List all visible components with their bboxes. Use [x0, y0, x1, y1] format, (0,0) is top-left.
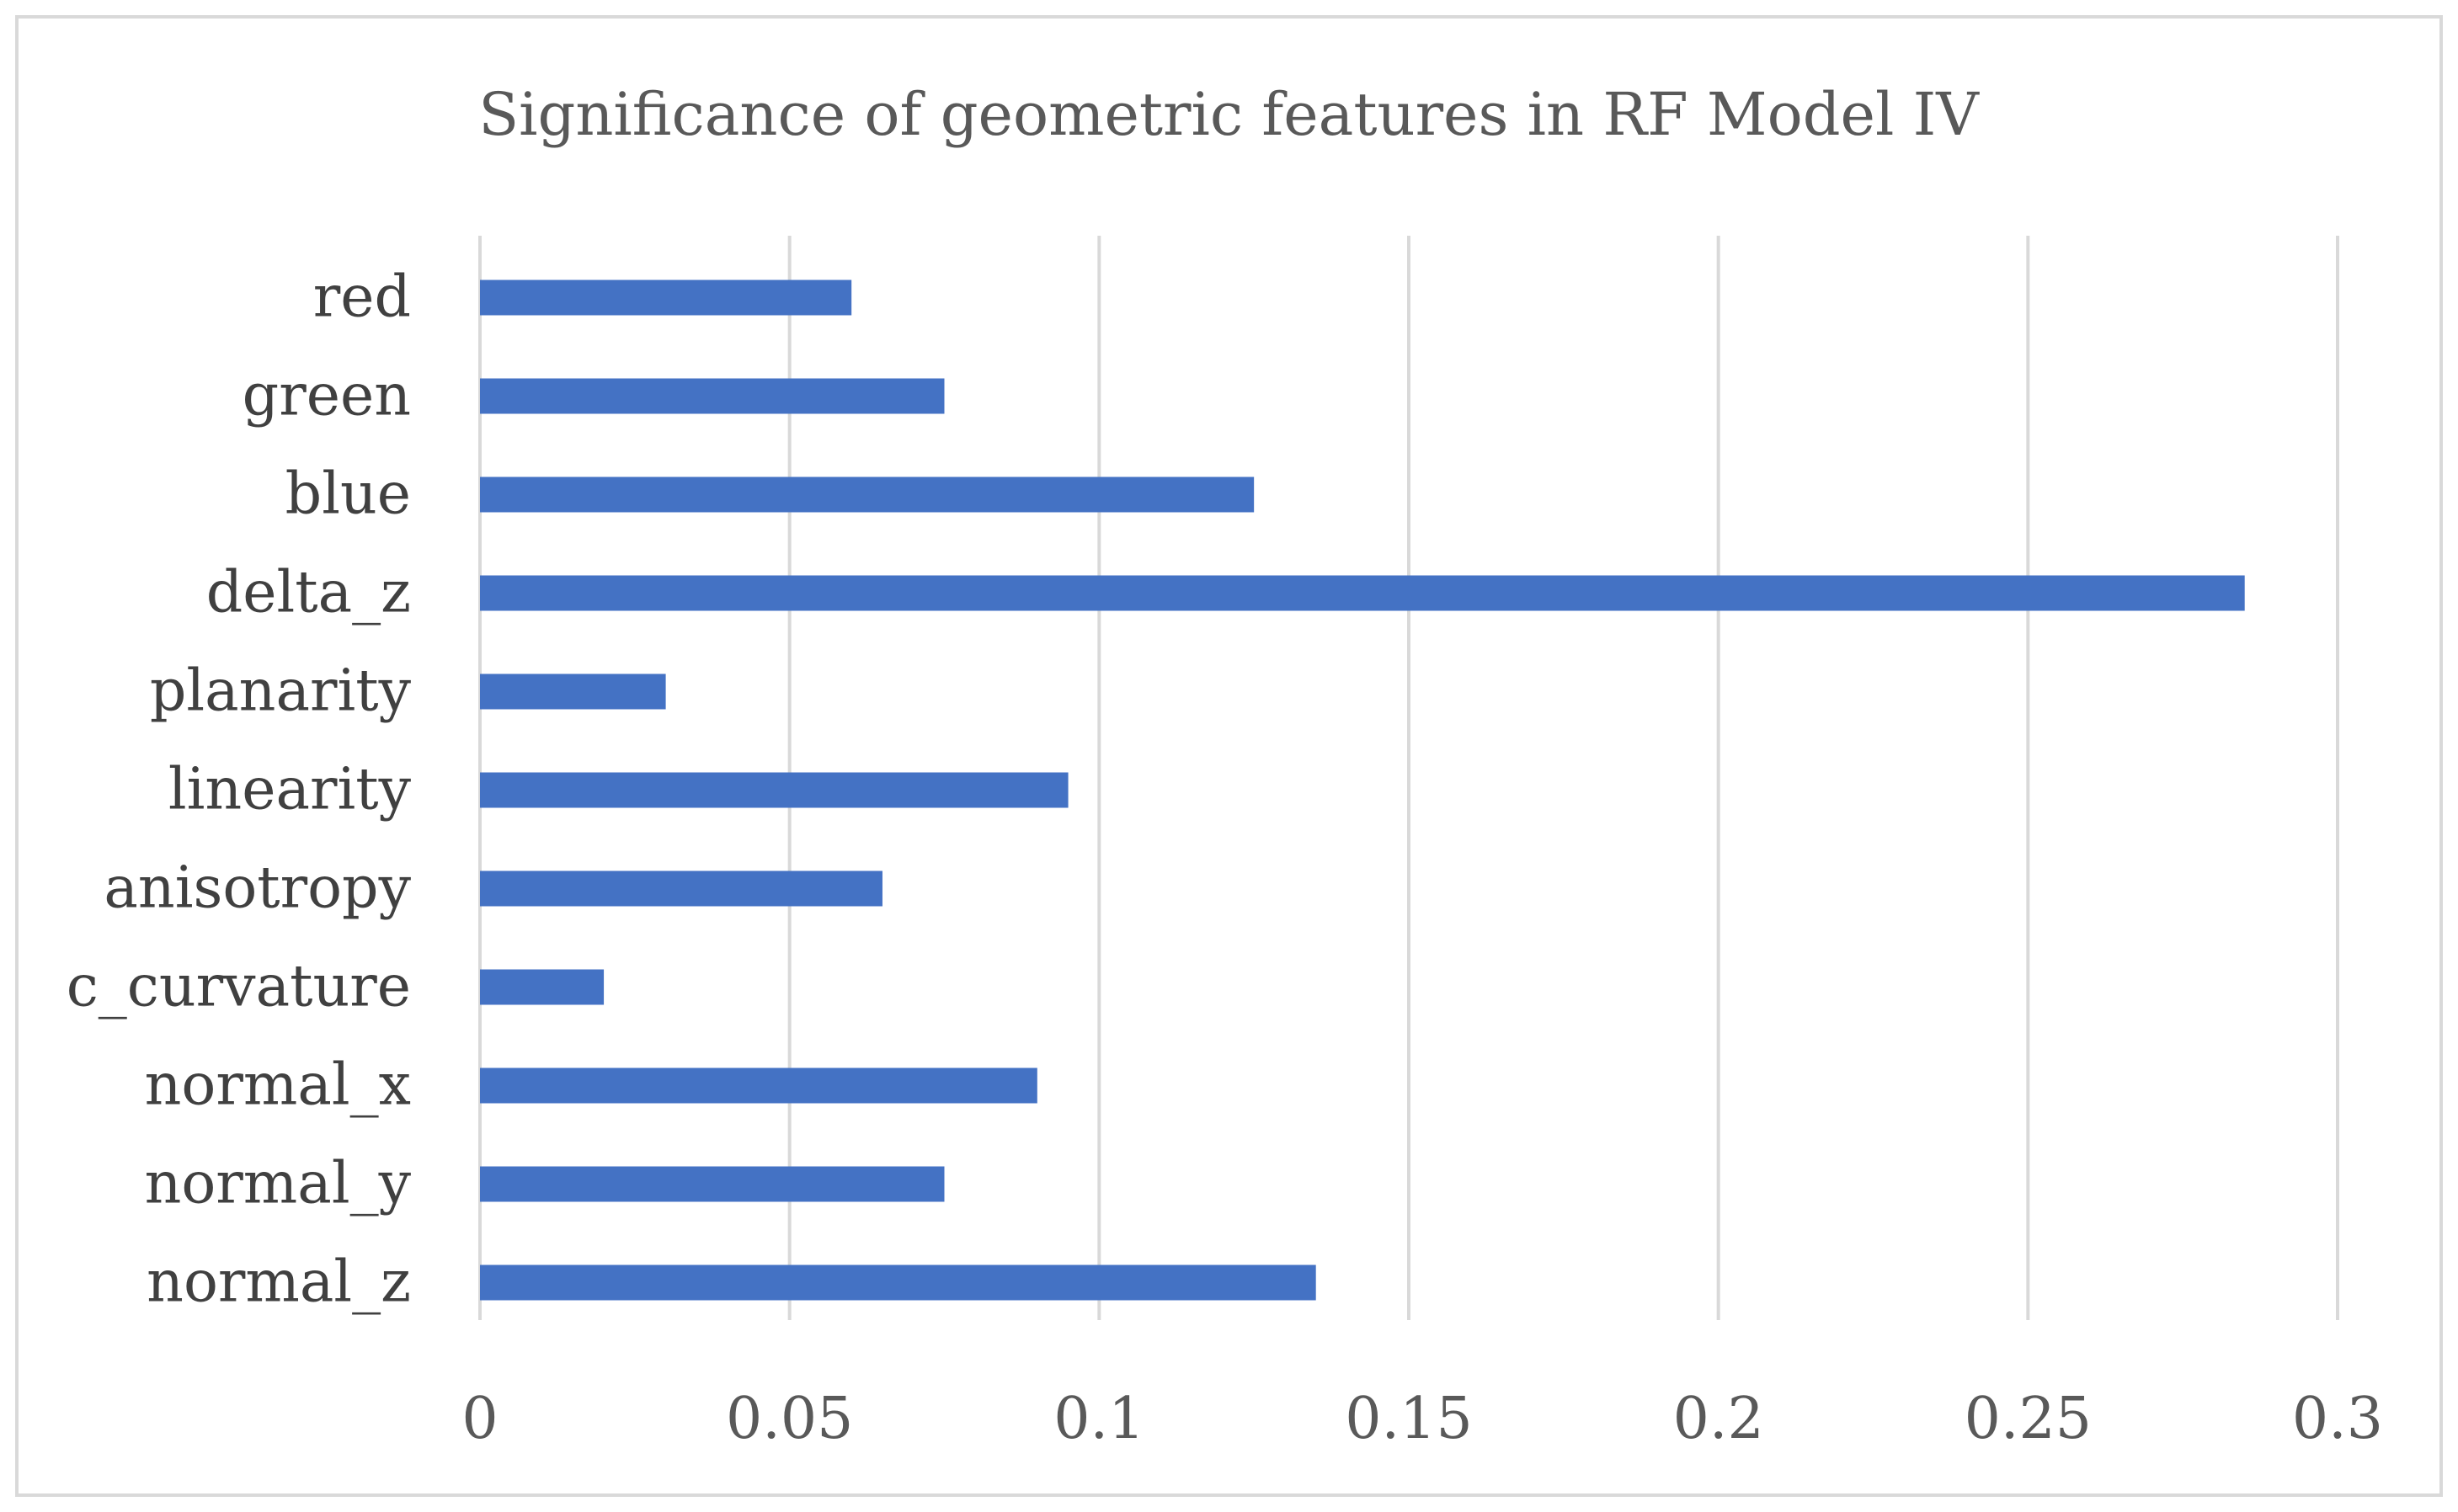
bar-c-curvature [480, 969, 605, 1005]
category-label: red [313, 264, 411, 331]
category-labels: red green blue delta_z planarity linearity ani… [67, 264, 412, 1316]
chart-title: Significance of geometric features in RF… [478, 80, 1980, 149]
bar-delta-z [480, 575, 2245, 611]
category-label: green [243, 363, 411, 429]
x-tick-label: 0.3 [2292, 1386, 2383, 1452]
bars [480, 280, 2245, 1301]
category-label: linearity [168, 757, 412, 823]
bar-blue [480, 476, 1255, 513]
bar-planarity [480, 673, 666, 710]
category-label: c_curvature [67, 954, 411, 1020]
category-label: normal_x [145, 1052, 411, 1119]
bar-normal-y [480, 1166, 945, 1202]
category-label: planarity [150, 658, 412, 725]
bar-normal-x [480, 1067, 1037, 1104]
x-tick-label: 0.25 [1965, 1386, 2092, 1452]
x-tick-label: 0.2 [1673, 1386, 1764, 1452]
category-label: delta_z [206, 560, 411, 626]
bar-green [480, 378, 945, 414]
category-label: normal_y [145, 1151, 412, 1217]
x-tick-label: 0 [461, 1386, 498, 1452]
x-tick-label: 0.1 [1053, 1386, 1144, 1452]
bar-normal-z [480, 1264, 1316, 1301]
category-label: normal_z [147, 1249, 411, 1316]
x-tick-label: 0.15 [1345, 1386, 1472, 1452]
bar-linearity [480, 772, 1069, 808]
category-label: blue [285, 461, 411, 528]
x-tick-labels: 0 0.05 0.1 0.15 0.2 0.25 0.3 [461, 1386, 2383, 1452]
chart-frame [15, 15, 2443, 1497]
bar-red [480, 280, 852, 316]
category-label: anisotropy [104, 855, 411, 922]
gridlines [478, 236, 2339, 1320]
bar-anisotropy [480, 870, 882, 907]
x-tick-label: 0.05 [726, 1386, 853, 1452]
